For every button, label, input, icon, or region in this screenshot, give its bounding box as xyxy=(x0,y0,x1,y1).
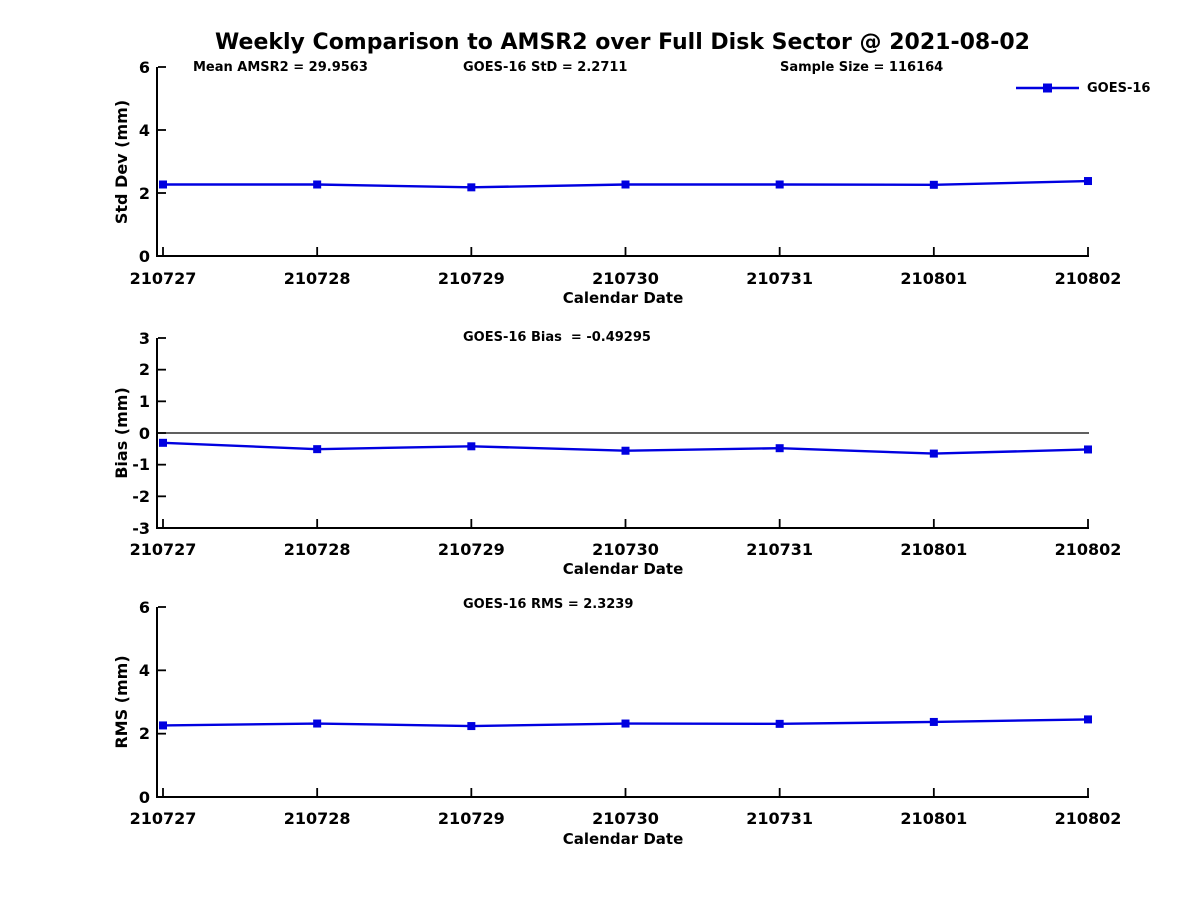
x-tick-label: 210730 xyxy=(592,269,659,288)
x-tick-label: 210801 xyxy=(900,540,968,559)
y-tick-label: 2 xyxy=(138,724,150,744)
x-tick-label: 210730 xyxy=(592,809,659,828)
data-point-marker xyxy=(467,442,476,451)
x-tick-label: 210802 xyxy=(1054,809,1122,828)
y-tick-label: 2 xyxy=(138,183,150,203)
y-tick-label: -1 xyxy=(132,455,150,475)
x-tick-label: 210731 xyxy=(746,540,814,559)
x-tick-label: 210729 xyxy=(437,269,505,288)
legend: GOES-16 xyxy=(1015,80,1150,96)
data-point-marker xyxy=(313,445,322,454)
data-point-marker xyxy=(313,719,322,728)
y-tick-label: 6 xyxy=(138,57,150,77)
y-tick-label: 2 xyxy=(138,360,150,380)
y-tick-label: 3 xyxy=(138,328,150,348)
legend-label: GOES-16 xyxy=(1087,80,1151,96)
y-tick-label: 4 xyxy=(138,120,150,140)
data-point-marker xyxy=(1084,177,1092,186)
x-axis-label-plot1: Calendar Date xyxy=(562,289,684,307)
data-point-marker xyxy=(621,446,630,455)
x-axis-label-plot2: Calendar Date xyxy=(562,560,684,578)
data-point-marker xyxy=(775,719,784,728)
y-tick-label: 0 xyxy=(138,246,150,266)
subplot-title-bias: GOES-16 Bias = -0.49295 xyxy=(463,330,651,345)
y-tick-label: 0 xyxy=(138,787,150,807)
x-tick-label: 210728 xyxy=(283,269,351,288)
data-point-marker xyxy=(313,180,322,189)
data-point-marker xyxy=(929,449,938,458)
figure-title: Weekly Comparison to AMSR2 over Full Dis… xyxy=(215,30,1030,55)
x-tick-label: 210729 xyxy=(437,540,505,559)
x-tick-label: 210731 xyxy=(746,809,814,828)
y-tick-label: -2 xyxy=(132,486,150,506)
data-point-marker xyxy=(929,180,938,189)
y-tick-label: 4 xyxy=(138,660,150,680)
subplot-title-rms: GOES-16 RMS = 2.3239 xyxy=(463,597,634,612)
x-axis-label-plot3: Calendar Date xyxy=(562,830,684,848)
x-tick-label: 210801 xyxy=(900,269,968,288)
x-tick-label: 210802 xyxy=(1054,269,1122,288)
data-point-marker xyxy=(1084,715,1092,724)
y-tick-label: -3 xyxy=(132,518,150,538)
x-tick-label: 210729 xyxy=(437,809,505,828)
axis-spines xyxy=(156,607,1089,798)
annotation-mean-amsr2: Mean AMSR2 = 29.9563 xyxy=(193,60,368,75)
data-point-marker xyxy=(467,183,476,192)
x-tick-label: 210801 xyxy=(900,809,968,828)
data-point-marker xyxy=(775,444,784,453)
data-point-marker xyxy=(775,180,784,189)
data-point-marker xyxy=(159,180,167,189)
x-tick-label: 210727 xyxy=(129,809,197,828)
data-point-marker xyxy=(1084,445,1092,454)
y-tick-label: 0 xyxy=(138,423,150,443)
legend-line-marker-icon xyxy=(1016,83,1079,93)
y-tick-label: 1 xyxy=(138,391,150,411)
axis-spines xyxy=(156,67,1089,257)
data-point-marker xyxy=(159,438,167,447)
x-tick-label: 210727 xyxy=(129,269,197,288)
x-tick-label: 210802 xyxy=(1054,540,1122,559)
data-point-marker xyxy=(929,717,938,726)
data-point-marker xyxy=(621,719,630,728)
x-tick-label: 210728 xyxy=(283,809,351,828)
data-point-marker xyxy=(467,722,476,731)
data-point-marker xyxy=(621,180,630,189)
data-point-marker xyxy=(159,721,167,730)
x-tick-label: 210730 xyxy=(592,540,659,559)
annotation-goes16-std: GOES-16 StD = 2.2711 xyxy=(463,60,628,75)
annotation-sample-size: Sample Size = 116164 xyxy=(780,60,944,75)
axis-spines xyxy=(156,338,1089,529)
y-tick-label: 6 xyxy=(138,597,150,617)
x-tick-label: 210728 xyxy=(283,540,351,559)
x-tick-label: 210727 xyxy=(129,540,197,559)
x-tick-label: 210731 xyxy=(746,269,814,288)
